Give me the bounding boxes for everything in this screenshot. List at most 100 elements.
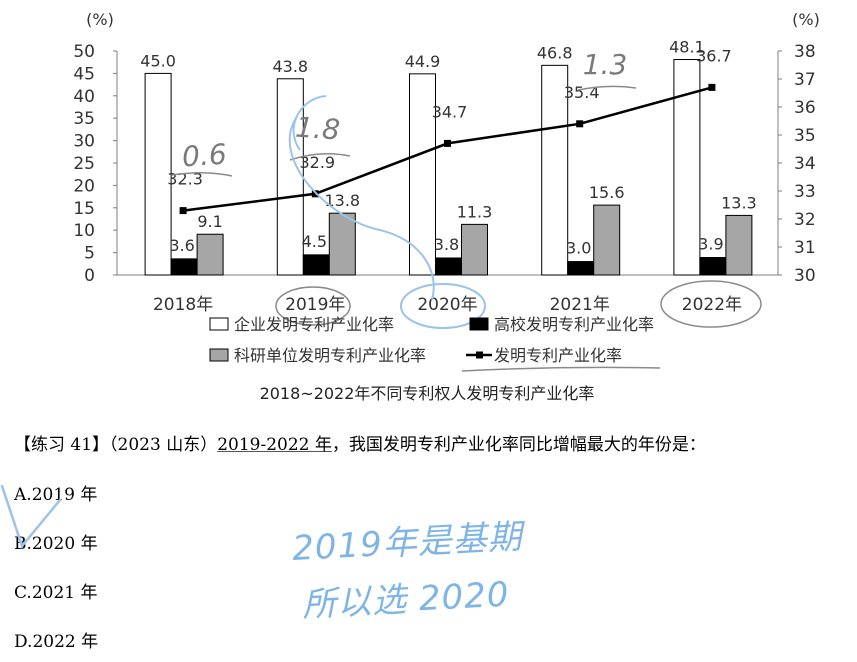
option-text: 2021 年: [31, 583, 98, 603]
data-label: 9.1: [197, 212, 222, 231]
left-tick-label: 30: [73, 132, 95, 152]
option-d[interactable]: D.2022 年: [14, 627, 98, 652]
question-rest: ，我国发明专利产业化率同比增幅最大的年份是：: [331, 435, 706, 455]
handwritten-note-line2: 所以选 2020: [301, 574, 511, 626]
pen-circle: [400, 283, 486, 329]
pen-underline: [577, 85, 637, 91]
option-letter: A.: [14, 485, 32, 505]
legend-swatch: [209, 317, 229, 331]
option-text: 2019 年: [31, 485, 98, 505]
bar-research: [593, 204, 621, 276]
right-tick-label: 33: [794, 182, 816, 202]
left-tick-label: 40: [73, 87, 95, 107]
legend-label: 高校发明专利产业化率: [494, 315, 654, 334]
x-tick-label: 2018年: [153, 295, 213, 315]
data-label: 13.3: [721, 193, 757, 212]
bar-enterprise: [276, 78, 304, 276]
line-point-marker: [708, 83, 716, 91]
pen-circle: [660, 280, 762, 328]
right-axis-unit: (%): [792, 10, 820, 29]
line-data-label: 34.7: [432, 102, 468, 121]
option-text: 2020 年: [31, 534, 98, 554]
left-tick-label: 20: [73, 176, 95, 196]
left-tick-label: 5: [84, 244, 95, 264]
x-tick-label: 2022年: [682, 295, 742, 315]
handwritten-diff: 0.6: [181, 138, 228, 174]
line-point-marker: [444, 139, 451, 147]
data-label: 46.8: [537, 43, 573, 62]
handwritten-diff: 1.8: [294, 111, 341, 147]
legend-swatch: [469, 317, 489, 331]
bar-university: [567, 261, 595, 276]
bar-university: [170, 258, 198, 276]
legend-swatch: [209, 348, 229, 362]
legend-label: 企业发明专利产业化率: [234, 315, 394, 334]
left-tick-label: 50: [73, 42, 95, 62]
left-axis-unit: (%): [86, 10, 114, 29]
question-text: 【练习 41】（2023 山东）2019-2022 年，我国发明专利产业化率同比…: [14, 430, 706, 455]
legend-marker: [476, 351, 483, 359]
right-tick-label: 32: [794, 210, 816, 230]
pen-underline: [461, 366, 661, 372]
option-a[interactable]: A.2019 年: [14, 480, 97, 505]
bar-enterprise: [409, 73, 436, 276]
left-tick-label: 0: [84, 266, 95, 286]
line-point-marker: [576, 120, 584, 128]
line-point-marker: [179, 207, 187, 215]
x-tick-label: 2020年: [417, 295, 477, 315]
pen-underline: [171, 172, 233, 177]
bar-enterprise: [541, 64, 569, 276]
right-tick-label: 38: [794, 42, 816, 62]
x-tick-label: 2021年: [550, 295, 610, 315]
option-text: 2022 年: [32, 632, 99, 652]
bar-university: [435, 257, 462, 276]
pen-stroke-blue: [288, 117, 435, 301]
data-label: 3.8: [434, 235, 459, 254]
bar-research: [196, 233, 224, 276]
data-label: 3.9: [698, 235, 723, 254]
right-tick-label: 36: [794, 98, 816, 118]
right-tick-label: 37: [794, 70, 816, 90]
left-tick-label: 25: [73, 154, 95, 174]
option-c[interactable]: C.2021 年: [14, 578, 97, 603]
right-tick-label: 35: [794, 126, 816, 146]
handwritten-note-line1: 2019年是基期: [291, 516, 524, 570]
pen-stroke-blue: [292, 95, 327, 151]
checkmark-icon: [0, 484, 62, 549]
legend-label: 科研单位发明专利产业化率: [234, 346, 426, 365]
bar-enterprise: [144, 72, 172, 276]
data-label: 13.8: [324, 191, 360, 210]
bar-research: [328, 212, 356, 276]
left-tick-label: 10: [73, 221, 95, 241]
data-label: 45.0: [140, 51, 176, 70]
left-tick-label: 15: [73, 199, 95, 219]
chart-title: 2018~2022年不同专利权人发明专利产业化率: [260, 384, 595, 403]
line-data-label: 36.7: [696, 46, 732, 65]
handwritten-diff: 1.3: [583, 48, 628, 81]
line-data-label: 32.9: [299, 153, 335, 172]
right-tick-label: 34: [794, 154, 816, 174]
data-label: 44.9: [405, 52, 441, 71]
data-label: 11.3: [457, 202, 493, 221]
question-prefix: 【练习 41】（2023 山东）: [14, 435, 218, 455]
patent-industrialization-chart: 05101520253035404550(%)30313233343536373…: [73, 10, 820, 403]
pen-circle: [275, 286, 351, 326]
data-label: 48.1: [669, 38, 705, 57]
legend-label: 发明专利产业化率: [494, 346, 622, 365]
data-label: 4.5: [302, 232, 327, 251]
right-tick-label: 30: [794, 266, 816, 286]
left-tick-label: 45: [73, 64, 95, 84]
data-label: 43.8: [272, 57, 308, 76]
bar-university: [699, 257, 727, 276]
bar-research: [725, 214, 753, 276]
right-tick-label: 31: [794, 238, 816, 258]
data-label: 15.6: [589, 183, 625, 202]
line-data-label: 35.4: [564, 83, 600, 102]
option-letter: D.: [14, 632, 33, 652]
question-range: 2019-2022 年: [217, 435, 332, 455]
bar-university: [302, 254, 330, 276]
x-tick-label: 2019年: [285, 295, 345, 315]
pen-underline: [289, 153, 351, 161]
left-tick-label: 35: [73, 109, 95, 129]
data-label: 3.0: [566, 239, 591, 258]
